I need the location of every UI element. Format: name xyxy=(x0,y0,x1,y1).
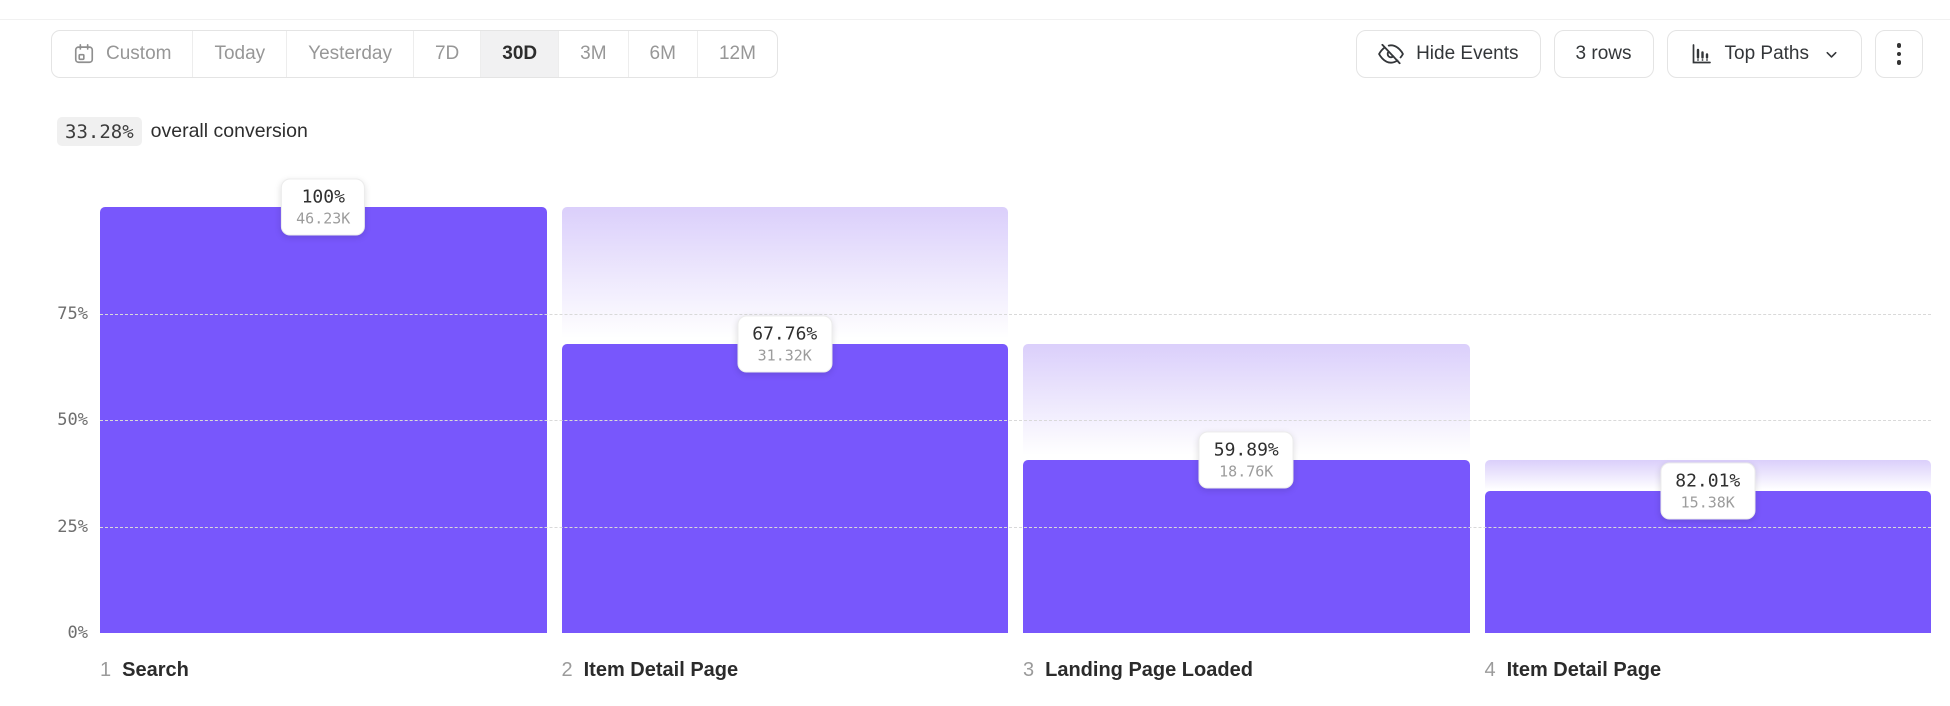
panel-divider xyxy=(0,19,1950,20)
y-axis-label-25: 25% xyxy=(57,516,88,537)
tooltip-percent: 100% xyxy=(301,186,345,208)
step-label: 2 Item Detail Page xyxy=(562,659,739,682)
hide-events-label: Hide Events xyxy=(1416,43,1519,64)
funnel-step-4[interactable]: 82.01% 15.38K 4 Item Detail Page xyxy=(1484,207,1931,681)
value-tooltip: 59.89% 18.76K xyxy=(1198,431,1294,489)
tooltip-count: 18.76K xyxy=(1219,462,1274,481)
conversion-label: overall conversion xyxy=(150,120,308,142)
date-range-3m[interactable]: 3M xyxy=(558,31,627,77)
y-axis-label-75: 75% xyxy=(57,303,88,324)
step-label: 3 Landing Page Loaded xyxy=(1023,659,1253,682)
rows-label: 3 rows xyxy=(1575,43,1632,64)
value-tooltip: 67.76% 31.32K xyxy=(737,315,833,373)
value-tooltip: 100% 46.23K xyxy=(281,178,366,236)
funnel-step-3[interactable]: 59.89% 18.76K 3 Landing Page Loaded xyxy=(1023,207,1470,681)
step-label: 4 Item Detail Page xyxy=(1485,659,1662,682)
date-range-custom[interactable]: Custom xyxy=(52,31,192,77)
date-range-today[interactable]: Today xyxy=(192,31,286,77)
date-range-label: 12M xyxy=(718,43,756,64)
step-name: Item Detail Page xyxy=(1506,659,1662,681)
tooltip-count: 15.38K xyxy=(1680,493,1735,512)
date-range-label: 3M xyxy=(580,43,607,64)
step-number: 4 xyxy=(1484,659,1496,681)
step-number: 2 xyxy=(561,659,573,681)
gridline-50 xyxy=(100,420,1931,421)
tooltip-percent: 59.89% xyxy=(1213,439,1279,461)
y-axis-label-50: 50% xyxy=(57,410,88,430)
top-paths-button[interactable]: Top Paths xyxy=(1666,30,1862,78)
date-range-7d[interactable]: 7D xyxy=(412,31,480,77)
calendar-icon xyxy=(73,43,95,65)
date-range-label: Today xyxy=(214,43,266,64)
step-name: Search xyxy=(122,659,189,681)
tooltip-percent: 67.76% xyxy=(752,323,818,345)
date-range-label: Yesterday xyxy=(308,43,392,64)
gridline-75 xyxy=(100,313,1931,315)
funnel-step-2[interactable]: 67.76% 31.32K 2 Item Detail Page xyxy=(561,207,1008,681)
step-number: 3 xyxy=(1023,659,1035,681)
gridline-25 xyxy=(100,526,1931,528)
date-range-6m[interactable]: 6M xyxy=(627,31,697,77)
top-paths-label: Top Paths xyxy=(1724,43,1810,64)
funnel-chart: 100% 46.23K 1 Search 67.76% 31.32K 2 Item Detai… xyxy=(57,178,1931,681)
conversion-value-chip: 33.28% xyxy=(57,117,142,146)
step-number: 1 xyxy=(100,659,112,681)
date-range-yesterday[interactable]: Yesterday xyxy=(286,31,413,77)
hide-events-button[interactable]: Hide Events xyxy=(1356,30,1541,78)
date-range-label: 30D xyxy=(502,43,538,64)
eye-off-icon xyxy=(1378,41,1404,67)
date-range-label: 7D xyxy=(434,43,460,64)
date-range-label: Custom xyxy=(106,43,172,64)
y-axis-label-0: 0% xyxy=(67,623,88,643)
chevron-down-icon xyxy=(1823,46,1840,63)
date-range-12m[interactable]: 12M xyxy=(696,31,777,77)
overall-conversion: 33.28% overall conversion xyxy=(57,117,308,146)
histogram-icon xyxy=(1689,42,1713,66)
kebab-icon xyxy=(1896,43,1902,65)
rows-button[interactable]: 3 rows xyxy=(1553,30,1654,78)
bar-segment[interactable] xyxy=(1023,460,1470,633)
tooltip-count: 31.32K xyxy=(757,346,812,365)
step-name: Landing Page Loaded xyxy=(1045,659,1253,681)
tooltip-count: 46.23K xyxy=(296,209,351,227)
toolbar: Custom Today Yesterday 7D 30D 3M 6M 12M Hide Ev… xyxy=(51,30,1923,78)
toolbar-actions: Hide Events 3 rows Top Paths xyxy=(1356,30,1923,78)
date-range-30d[interactable]: 30D xyxy=(480,31,559,77)
date-range-label: 6M xyxy=(649,43,676,64)
value-tooltip: 82.01% 15.38K xyxy=(1660,462,1756,520)
step-name: Item Detail Page xyxy=(583,659,739,681)
more-options-button[interactable] xyxy=(1875,30,1923,78)
date-range-control: Custom Today Yesterday 7D 30D 3M 6M 12M xyxy=(51,30,778,78)
step-label: 1 Search xyxy=(100,659,189,682)
bar-segment[interactable] xyxy=(561,344,1008,633)
tooltip-percent: 82.01% xyxy=(1675,470,1741,492)
